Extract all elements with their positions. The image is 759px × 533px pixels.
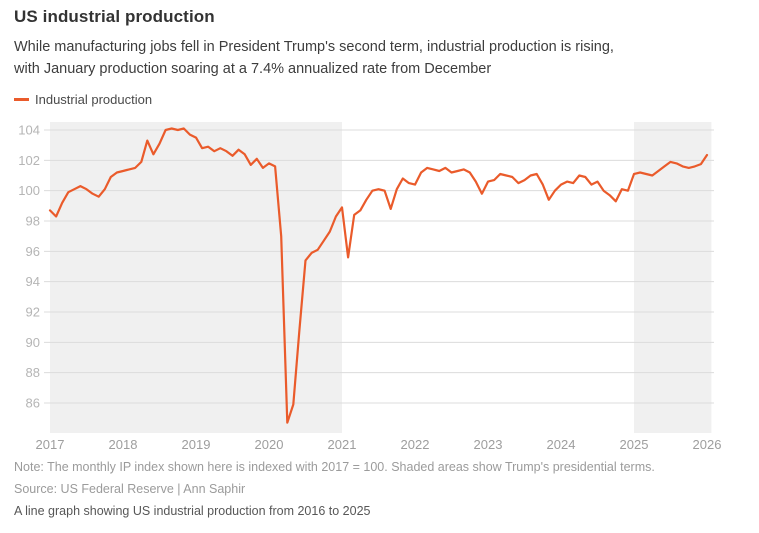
x-axis-tick-label: 2026 bbox=[693, 437, 722, 452]
y-axis-tick-label: 100 bbox=[18, 183, 40, 198]
y-axis-tick-label: 96 bbox=[26, 243, 40, 258]
chart-alt-text: A line graph showing US industrial produ… bbox=[14, 503, 371, 518]
ip-line-chart: 104 102 100 98 96 94 92 90 88 86 2017 2018 2019 2020 2… bbox=[18, 121, 722, 452]
y-axis-tick-label: 102 bbox=[18, 152, 40, 167]
x-axis-tick-label: 2018 bbox=[109, 437, 138, 452]
y-axis-tick-label: 94 bbox=[26, 274, 40, 289]
y-axis-tick-label: 98 bbox=[26, 213, 40, 228]
industrial-production-line bbox=[48, 126, 709, 424]
x-axis-tick-label: 2017 bbox=[36, 437, 65, 452]
legend-label: Industrial production bbox=[35, 91, 153, 107]
chart-note: Note: The monthly IP index shown here is… bbox=[14, 459, 655, 474]
trump-term-band bbox=[634, 121, 712, 433]
x-axis-tick-label: 2023 bbox=[474, 437, 503, 452]
subtitle-line-2: with January production soaring at a 7.4… bbox=[14, 60, 492, 77]
subtitle-line-1: While manufacturing jobs fell in Preside… bbox=[14, 39, 614, 55]
y-axis-tick-label: 104 bbox=[18, 122, 40, 137]
x-axis-tick-label: 2019 bbox=[182, 437, 211, 452]
chart-source: Source: US Federal Reserve | Ann Saphir bbox=[14, 481, 246, 496]
page-title: US industrial production bbox=[14, 7, 215, 26]
x-axis-tick-label: 2024 bbox=[547, 437, 576, 452]
x-axis-tick-label: 2022 bbox=[401, 437, 430, 452]
y-axis-tick-label: 90 bbox=[26, 334, 40, 349]
x-axis-tick-label: 2020 bbox=[255, 437, 284, 452]
chart-legend: Industrial production bbox=[14, 92, 759, 107]
y-axis-tick-label: 86 bbox=[26, 395, 40, 410]
x-axis-tick-label: 2021 bbox=[328, 437, 357, 452]
y-axis-tick-label: 88 bbox=[26, 365, 40, 380]
x-axis-tick-label: 2025 bbox=[620, 437, 649, 452]
legend-line-swatch bbox=[14, 97, 29, 101]
trump-term-band bbox=[50, 121, 342, 433]
chart-subtitle: While manufacturing jobs fell in Preside… bbox=[14, 37, 759, 81]
y-axis-tick-label: 92 bbox=[26, 304, 40, 319]
